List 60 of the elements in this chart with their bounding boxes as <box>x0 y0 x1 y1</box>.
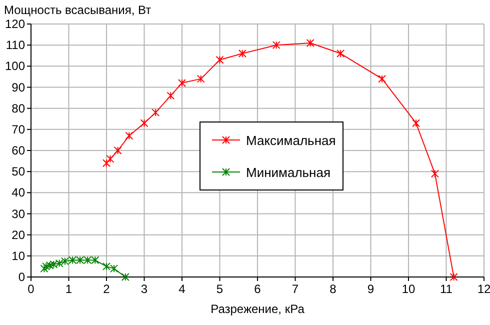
legend-label: Минимальная <box>246 165 331 180</box>
x-tick-label: 3 <box>140 282 148 296</box>
point <box>125 132 134 140</box>
point <box>196 74 205 83</box>
point <box>216 56 224 64</box>
y-tick-label: 30 <box>12 206 26 221</box>
x-tick-label: 10 <box>402 282 416 296</box>
y-tick-label: 70 <box>12 122 26 136</box>
x-tick-label: 9 <box>367 282 374 296</box>
point <box>140 119 148 128</box>
y-tick-label: 40 <box>12 186 26 200</box>
point <box>378 74 386 83</box>
y-axis-title: Мощность всасывания, Вт <box>4 3 152 17</box>
point <box>106 154 114 163</box>
point <box>166 92 175 100</box>
x-tick-label: 6 <box>254 282 262 296</box>
point <box>178 79 186 88</box>
y-tick-label: 10 <box>12 248 26 263</box>
y-tick-label: 20 <box>12 228 26 242</box>
y-tick-label: 120 <box>4 17 26 31</box>
x-tick-label: 8 <box>330 282 337 296</box>
y-tick-label: 110 <box>6 38 26 52</box>
y-tick-label: 80 <box>12 101 26 116</box>
point <box>121 273 130 281</box>
x-tick-label: 2 <box>103 282 110 296</box>
point <box>40 264 48 273</box>
point <box>412 119 420 128</box>
x-tick-label: 7 <box>292 282 299 296</box>
point <box>76 256 84 264</box>
point <box>430 170 439 178</box>
point <box>50 260 58 268</box>
point <box>60 257 69 266</box>
point <box>68 256 77 264</box>
point <box>102 159 110 168</box>
point <box>102 262 110 270</box>
y-tick-label: 90 <box>12 80 26 94</box>
legend-label: Максимальная <box>246 133 336 148</box>
x-tick-label: 12 <box>477 282 490 296</box>
point <box>336 50 345 58</box>
point <box>152 108 160 117</box>
x-axis-title: Разрежение, кРа <box>210 302 305 316</box>
y-tick-label: 100 <box>4 59 26 74</box>
point <box>450 273 458 281</box>
point <box>110 264 118 273</box>
point <box>84 256 92 264</box>
y-tick-label: 50 <box>12 164 26 179</box>
point <box>46 261 54 270</box>
x-tick-label: 0 <box>28 282 35 296</box>
y-tick-label: 60 <box>12 144 26 158</box>
x-tick-label: 11 <box>440 282 453 296</box>
point <box>306 38 314 47</box>
x-tick-label: 4 <box>178 282 186 296</box>
x-tick-label: 5 <box>216 282 224 296</box>
point <box>238 50 246 58</box>
point <box>55 259 64 268</box>
point <box>272 41 280 50</box>
x-tick-label: 1 <box>65 282 72 296</box>
y-tick-label: 0 <box>18 270 26 284</box>
point <box>91 256 100 264</box>
point <box>114 146 122 154</box>
